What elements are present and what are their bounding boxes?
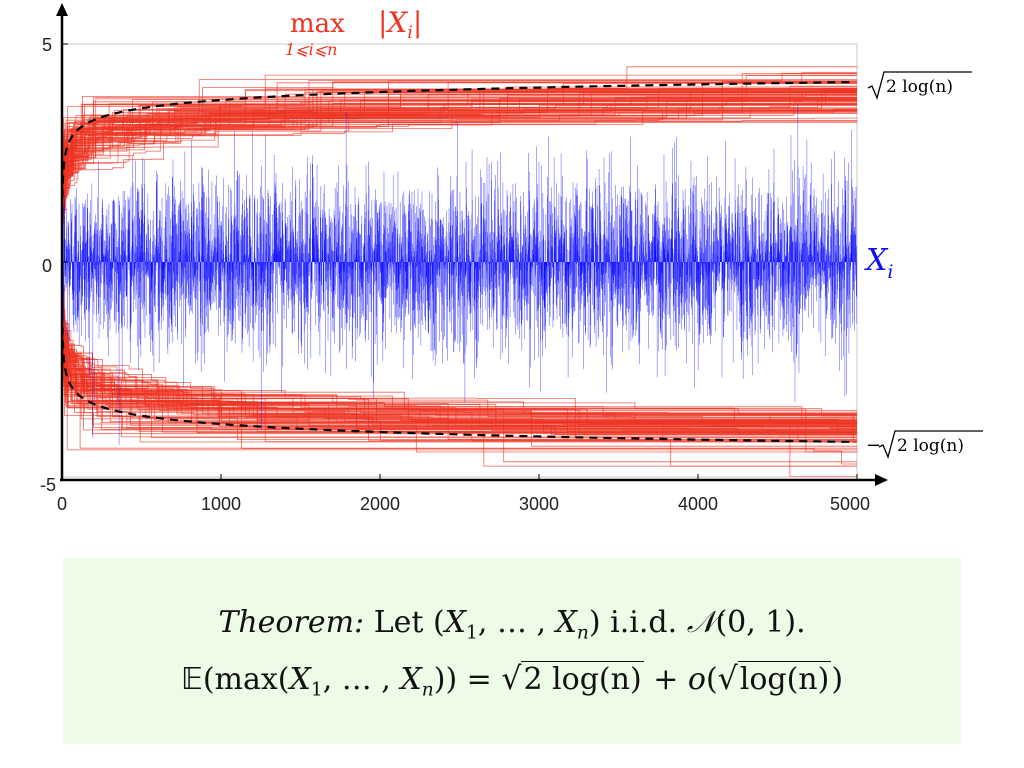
max-abs-line (62, 306, 857, 416)
x-tick-label: 5000 (830, 494, 870, 514)
svg-text:1⩽i⩽n: 1⩽i⩽n (285, 40, 337, 59)
max-abs-line (62, 90, 857, 206)
max-abs-line (62, 87, 857, 235)
expectation-symbol: 𝔼 (180, 661, 203, 697)
x-tick-label: 3000 (519, 494, 559, 514)
xi-series (62, 104, 857, 445)
max-abs-line (62, 97, 857, 235)
max-abs-line (62, 81, 857, 233)
max-abs-line (62, 329, 857, 433)
x-tick-label: 0 (57, 494, 67, 514)
normal-params: (0, 1). (715, 604, 806, 640)
svg-text:max: max (290, 9, 345, 39)
svg-text:|Xi|: |Xi| (378, 6, 422, 43)
max-abs-line (62, 108, 857, 249)
chart: 5 0 -5 0 1000 2000 3000 4000 5000 max 1⩽… (40, 3, 983, 514)
max-abs-line (62, 266, 857, 416)
close-paren: ) (831, 661, 844, 697)
x-symbol: X (444, 604, 467, 640)
max-abs-line (62, 277, 857, 467)
max-abs-series (62, 66, 857, 477)
x-symbol: X (555, 604, 577, 640)
sub-1: 1 (310, 679, 323, 700)
theorem-text: Let ( (373, 604, 445, 640)
max-abs-line (62, 318, 857, 451)
svg-text:2 log(n): 2 log(n) (897, 436, 964, 456)
sqrt-log: √log(n) (717, 660, 832, 697)
iid-text: ) i.i.d. (588, 604, 687, 640)
theorem-line-1: Theorem: Let (X1, … , Xn) i.i.d. 𝒩(0, 1)… (218, 595, 805, 651)
ellipsis: , … , (322, 661, 401, 697)
sqrt-2log: √2 log(n) (501, 660, 644, 697)
max-abs-line (62, 280, 857, 414)
sub-1: 1 (466, 622, 478, 643)
max-abs-line (62, 287, 857, 421)
max-abs-line (62, 317, 857, 440)
svg-text:2 log(n): 2 log(n) (886, 77, 953, 97)
max-abs-line (62, 79, 857, 233)
max-abs-line (62, 308, 857, 431)
sub-n: n (421, 679, 434, 700)
xi-annotation: Xi (864, 243, 893, 283)
max-abs-annotation: max 1⩽i⩽n |Xi| (285, 6, 422, 59)
y-tick-label: -5 (40, 475, 56, 495)
theorem-line-2: 𝔼(max(X1, … , Xn)) = √2 log(n) + o(√log(… (181, 651, 843, 708)
max-abs-line (62, 359, 857, 435)
max-abs-line (62, 91, 857, 180)
x-symbol: X (400, 661, 422, 697)
max-abs-line (62, 120, 857, 239)
normal-symbol: 𝒩 (686, 604, 716, 640)
x-tick-label: 4000 (678, 494, 718, 514)
plus: + (643, 661, 688, 697)
svg-text:−: − (866, 435, 881, 456)
x-tick-label: 2000 (360, 494, 400, 514)
y-tick-label: 0 (42, 256, 52, 276)
max-abs-line (62, 306, 857, 419)
sub-n: n (576, 622, 589, 643)
equals: )) = (433, 661, 502, 697)
ellipsis: , … , (477, 604, 556, 640)
x-symbol: X (289, 661, 311, 697)
max-abs-line (62, 89, 857, 226)
max-abs-line (62, 107, 857, 237)
x-axis-arrow (875, 474, 888, 486)
x-tick-label: 1000 (201, 494, 241, 514)
xi-line (62, 104, 857, 445)
max-abs-line (62, 99, 857, 204)
y-tick-label: 5 (42, 35, 52, 55)
max-abs-line (62, 109, 857, 246)
max-abs-line (62, 74, 857, 215)
theorem-label: Theorem: (218, 604, 365, 640)
theorem-box: Theorem: Let (X1, … , Xn) i.i.d. 𝒩(0, 1)… (63, 558, 961, 744)
max-abs-line (62, 333, 857, 422)
max-abs-line (62, 89, 857, 258)
upper-curve-annotation: 2 log(n) (867, 71, 972, 101)
little-o: o (687, 661, 706, 697)
ticks (61, 43, 858, 481)
max-abs-line (62, 100, 857, 231)
max-abs-line (62, 266, 857, 425)
lower-curve-annotation: − 2 log(n) (866, 430, 983, 460)
max-abs-line (62, 310, 857, 428)
max-abs-line (62, 268, 857, 425)
y-axis-arrow (56, 3, 68, 16)
max-abs-line (62, 290, 857, 427)
max-abs-line (62, 83, 857, 233)
max-open: (max( (202, 661, 290, 697)
max-abs-line (62, 284, 857, 434)
max-abs-line (62, 308, 857, 443)
